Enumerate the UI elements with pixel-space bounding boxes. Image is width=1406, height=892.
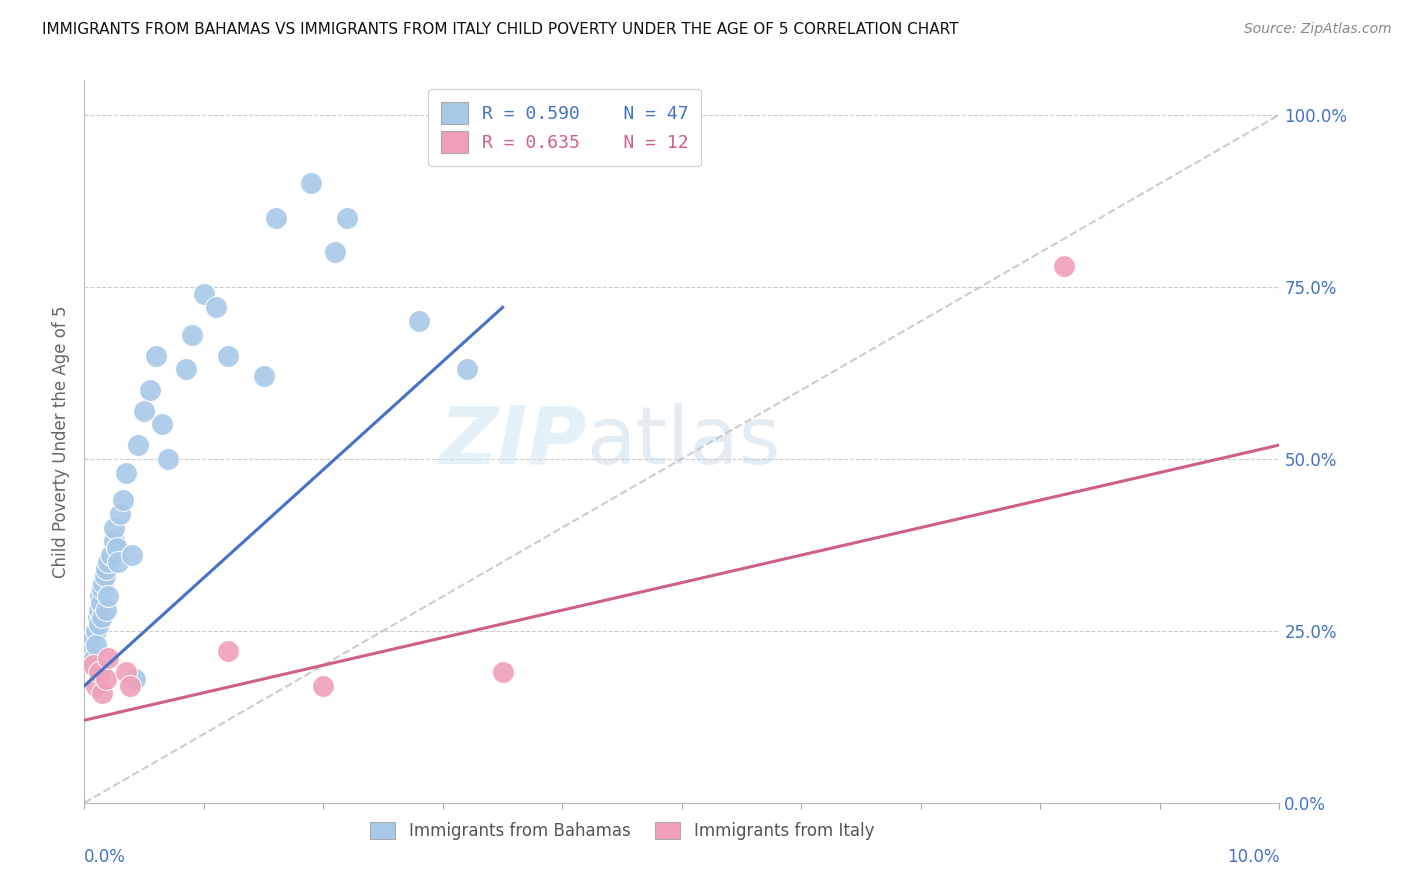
Point xyxy=(205,301,228,315)
Point xyxy=(87,603,110,617)
Point xyxy=(97,590,120,604)
Point xyxy=(132,403,156,417)
Point xyxy=(87,665,110,679)
Point xyxy=(193,286,215,301)
Point xyxy=(86,679,108,693)
Point xyxy=(217,349,239,363)
Text: atlas: atlas xyxy=(586,402,780,481)
Point xyxy=(93,575,115,590)
Legend: Immigrants from Bahamas, Immigrants from Italy: Immigrants from Bahamas, Immigrants from… xyxy=(361,814,883,848)
Point xyxy=(115,665,138,679)
Point xyxy=(174,362,197,376)
Text: 0.0%: 0.0% xyxy=(84,847,127,865)
Point xyxy=(94,603,117,617)
Point xyxy=(84,658,107,673)
Point xyxy=(83,651,105,665)
Point xyxy=(492,665,515,679)
Point xyxy=(127,438,149,452)
Point xyxy=(86,624,108,638)
Point xyxy=(325,245,347,260)
Point xyxy=(115,466,138,480)
Text: ZIP: ZIP xyxy=(439,402,586,481)
Point xyxy=(97,555,120,569)
Point xyxy=(408,314,430,328)
Point xyxy=(97,651,120,665)
Text: IMMIGRANTS FROM BAHAMAS VS IMMIGRANTS FROM ITALY CHILD POVERTY UNDER THE AGE OF : IMMIGRANTS FROM BAHAMAS VS IMMIGRANTS FR… xyxy=(42,22,959,37)
Point xyxy=(100,548,122,562)
Point xyxy=(91,686,114,700)
Point xyxy=(103,520,125,534)
Point xyxy=(139,383,162,397)
Point xyxy=(253,369,276,384)
Point xyxy=(91,610,114,624)
Point xyxy=(105,541,128,556)
Point xyxy=(93,568,115,582)
Point xyxy=(86,638,108,652)
Point xyxy=(110,507,132,521)
Point xyxy=(82,658,104,673)
Point xyxy=(82,631,104,645)
Point xyxy=(124,672,146,686)
Point xyxy=(90,596,112,610)
Point xyxy=(150,417,173,432)
Point xyxy=(94,562,117,576)
Text: Source: ZipAtlas.com: Source: ZipAtlas.com xyxy=(1244,22,1392,37)
Point xyxy=(118,679,141,693)
Point xyxy=(107,555,129,569)
Point xyxy=(1053,259,1076,273)
Point xyxy=(86,610,108,624)
Point xyxy=(181,327,204,342)
Point xyxy=(89,590,111,604)
Point xyxy=(301,177,323,191)
Point xyxy=(111,493,134,508)
Point xyxy=(94,672,117,686)
Point xyxy=(145,349,167,363)
Point xyxy=(264,211,287,225)
Point xyxy=(87,616,110,631)
Point xyxy=(456,362,478,376)
Point xyxy=(79,644,101,658)
Point xyxy=(217,644,239,658)
Y-axis label: Child Poverty Under the Age of 5: Child Poverty Under the Age of 5 xyxy=(52,305,70,578)
Point xyxy=(157,451,180,466)
Point xyxy=(91,582,114,597)
Point xyxy=(121,548,143,562)
Text: 10.0%: 10.0% xyxy=(1227,847,1279,865)
Point xyxy=(336,211,359,225)
Point xyxy=(103,534,125,549)
Point xyxy=(312,679,335,693)
